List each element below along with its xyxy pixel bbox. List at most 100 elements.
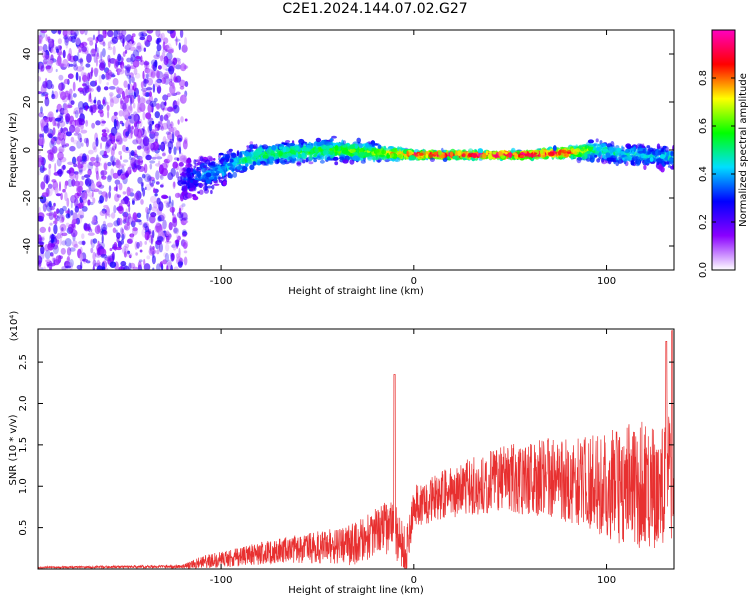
noise-blob [177, 261, 184, 266]
noise-blob [140, 199, 144, 205]
noise-blob [51, 145, 58, 154]
noise-blob [121, 30, 127, 37]
noise-blob [74, 192, 80, 199]
noise-blob [77, 51, 80, 60]
noise-blob [170, 252, 175, 262]
ridge-blob [643, 164, 647, 170]
noise-blob [149, 91, 152, 97]
ridge-blob [350, 149, 356, 153]
ridge-blob [381, 149, 387, 155]
noise-blob [38, 241, 45, 245]
noise-blob [43, 167, 47, 171]
noise-blob [155, 103, 162, 109]
noise-blob [143, 79, 149, 84]
ridge-blob [608, 146, 614, 152]
noise-blob [115, 160, 120, 166]
noise-blob [118, 30, 124, 39]
noise-blob [67, 161, 74, 165]
noise-blob [59, 112, 64, 120]
noise-blob [38, 91, 42, 95]
noise-blob [160, 141, 166, 152]
ridge-blob [477, 148, 484, 154]
noise-blob [91, 122, 95, 129]
noise-blob [57, 120, 60, 129]
noise-blob [124, 195, 129, 205]
noise-blob [96, 85, 101, 93]
spectrogram-x-tick-label: 100 [597, 276, 616, 287]
ridge-blob [360, 160, 366, 164]
noise-blob [97, 105, 101, 110]
noise-blob [173, 227, 179, 235]
ridge-blob [324, 140, 331, 146]
noise-blob [69, 124, 76, 133]
noise-blob [142, 89, 147, 97]
noise-blob [130, 150, 135, 157]
ridge-blob [257, 156, 262, 160]
noise-blob [140, 96, 144, 103]
noise-blob [181, 203, 186, 207]
noise-blob [125, 66, 131, 70]
ridge-blob [383, 148, 390, 151]
noise-blob [55, 68, 58, 73]
noise-blob [50, 252, 55, 258]
ridge-blob [287, 148, 291, 151]
noise-blob [130, 53, 136, 63]
noise-blob [140, 181, 144, 187]
noise-blob [118, 32, 124, 40]
noise-blob [170, 167, 176, 177]
noise-blob [79, 137, 83, 143]
ridge-blob [359, 144, 363, 149]
noise-blob [146, 30, 154, 34]
noise-blob [125, 120, 131, 130]
noise-blob [38, 112, 44, 118]
ridge-blob [285, 140, 291, 143]
noise-blob [157, 37, 162, 43]
ridge-blob [594, 154, 598, 158]
noise-blob [78, 107, 84, 115]
noise-blob [95, 137, 99, 147]
ridge-blob [309, 150, 315, 153]
spectrogram-x-ticks: -100 0 100 [210, 30, 616, 287]
noise-blob [110, 212, 116, 219]
noise-blob [176, 157, 180, 162]
noise-blob [154, 79, 161, 88]
noise-blob [65, 131, 72, 137]
noise-blob [62, 95, 68, 103]
noise-blob [113, 30, 118, 39]
noise-blob [79, 57, 83, 65]
ridge-blob [397, 146, 400, 152]
noise-blob [65, 90, 68, 95]
noise-blob [47, 152, 54, 161]
noise-blob [104, 144, 111, 154]
noise-blob [48, 226, 51, 233]
noise-blob [113, 59, 118, 69]
noise-blob [106, 139, 112, 147]
noise-blob [151, 206, 158, 213]
colorbar: 0.0 0.2 0.4 0.6 0.8 Normalized spectral ampl… [698, 29, 749, 278]
noise-blob [160, 142, 165, 150]
noise-blob [149, 195, 157, 203]
noise-blob [94, 225, 101, 235]
noise-blob [92, 197, 96, 204]
ridge-blob [211, 164, 218, 167]
noise-blob [148, 235, 154, 244]
noise-blob [87, 232, 95, 236]
ridge-blob [284, 158, 287, 163]
noise-blob [141, 173, 146, 179]
snr-y-label: SNR (10 * v/v) [8, 414, 19, 485]
noise-blob [103, 162, 108, 171]
noise-blob [73, 61, 77, 68]
ridge-blob [607, 157, 611, 162]
noise-blob [158, 201, 164, 212]
noise-blob [121, 165, 125, 176]
noise-blob [105, 142, 110, 150]
noise-blob [163, 55, 169, 66]
noise-blob [48, 133, 53, 139]
snr-panel: -100 0 100 0.5 1.0 1.5 2.0 2.5 Height of strai… [8, 311, 675, 596]
ridge-blob [218, 176, 221, 181]
noise-blob [125, 146, 129, 151]
noise-blob [120, 100, 124, 105]
noise-blob [102, 30, 106, 37]
ridge-blob [334, 145, 339, 152]
ridge-blob [627, 155, 631, 161]
